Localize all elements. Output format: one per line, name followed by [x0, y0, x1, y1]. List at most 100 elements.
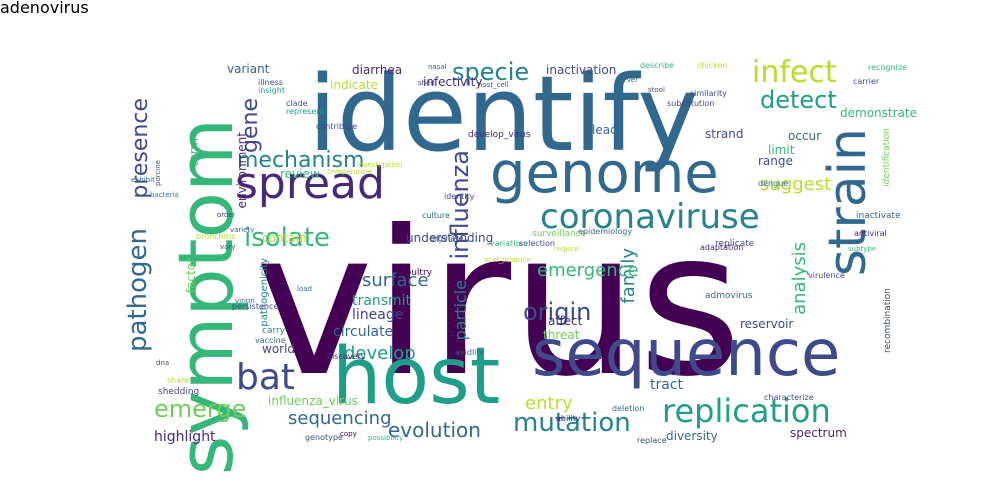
- word-develop: develop: [344, 343, 416, 364]
- word-represent: represent: [286, 107, 325, 116]
- word-host: host: [332, 332, 501, 422]
- word-admovirus: admovirus: [705, 291, 753, 301]
- word-variant: variant: [227, 62, 270, 76]
- word-virus: virus: [255, 188, 743, 421]
- word-mechanism: mechanism: [237, 148, 365, 173]
- word-surface: surface: [362, 270, 429, 291]
- word-entry: entry: [525, 393, 573, 414]
- word-shed: shed: [418, 79, 435, 87]
- word-orginate: orginate: [430, 234, 464, 243]
- word-surveillance: surveillance: [532, 229, 587, 239]
- word-coronaviruse: coronaviruse: [540, 197, 760, 237]
- word-host-cell: host_cell: [478, 81, 509, 89]
- word-recognize: recognize: [868, 63, 907, 72]
- word-infect: infect: [752, 55, 837, 90]
- word-discovery: discovery: [327, 352, 366, 361]
- word-inactivation: inactivation: [546, 63, 617, 77]
- word-genome: genome: [490, 141, 719, 206]
- word-understanding: understanding: [406, 231, 494, 245]
- word-culture: culture: [422, 211, 450, 220]
- word-recombination: recombination: [883, 288, 893, 353]
- word-specie: specie: [452, 58, 530, 86]
- word-particle: particle: [451, 280, 470, 341]
- word-bronchitis: bronchitis: [196, 232, 236, 241]
- word-possibility: possibility: [368, 434, 404, 442]
- word-characterize: characterize: [764, 393, 814, 402]
- word-pathogen: pathogen: [123, 228, 153, 352]
- word-variety: variety: [230, 226, 255, 234]
- word-factor: factor: [184, 258, 198, 294]
- word-variation: variation: [490, 239, 526, 248]
- word-insight: insight: [258, 86, 285, 95]
- word-circulate: circulate: [333, 324, 394, 340]
- word-highlight: highlight: [154, 429, 216, 445]
- word-world: world: [262, 342, 296, 356]
- word-genotype: genotype: [305, 433, 343, 442]
- word-replication: replication: [662, 392, 831, 430]
- word-term: term: [187, 138, 201, 167]
- word-antiviral: antiviral: [854, 229, 887, 238]
- word-mutation: mutation: [513, 408, 631, 438]
- word-poultry: poultry: [400, 268, 432, 278]
- word-diarrhea: diarrhea: [352, 63, 403, 77]
- word-spectrum: spectrum: [790, 426, 847, 440]
- word-bat: bat: [236, 357, 296, 398]
- word-persistence: persistence: [232, 302, 279, 311]
- word-deletion: deletion: [612, 404, 645, 413]
- word-adaptation: adaptation: [700, 243, 744, 252]
- word-carrier: carrier: [853, 77, 880, 86]
- word-influenza-virus: influenza_virus: [268, 394, 358, 408]
- word-describe: describe: [640, 61, 675, 70]
- word-selection: selection: [519, 239, 555, 248]
- word-adenovirus: adenovirus: [0, 0, 89, 17]
- word-virulence: virulence: [808, 271, 845, 280]
- word-pathogenicity: pathogenicity: [259, 258, 270, 327]
- word-substitution: substitution: [667, 99, 715, 108]
- word-suggest: suggest: [760, 174, 832, 195]
- word-sequencing: sequencing: [288, 408, 392, 429]
- word-origin: origin: [523, 298, 592, 326]
- word-reservoir: reservoir: [740, 317, 794, 331]
- word-replicate: replicate: [715, 239, 755, 249]
- word-detect: detect: [760, 86, 837, 114]
- word-chicken: chicken: [697, 61, 728, 70]
- word-dengue: dengue: [758, 179, 789, 188]
- word-contribute: contribute: [316, 122, 358, 131]
- word-analysis: analysis: [789, 242, 810, 315]
- word-require: require: [554, 245, 579, 253]
- word-tract: tract: [650, 377, 684, 393]
- word-nasal: nasal: [428, 63, 447, 71]
- word-identity: identity: [444, 192, 475, 201]
- word-clade: clade: [286, 99, 308, 108]
- word-lineage: lineage: [352, 307, 404, 323]
- word-diversity: diversity: [666, 429, 718, 443]
- word-virion: virion: [235, 297, 255, 305]
- word-share: share: [167, 376, 190, 385]
- word-load: load: [297, 285, 312, 293]
- word-environment: environment: [235, 132, 249, 209]
- word-vaccine: vaccine: [255, 336, 286, 345]
- word-identification: identification: [882, 128, 892, 187]
- word-investigation: investigation: [357, 161, 403, 169]
- word-bacteria: bacteria: [150, 191, 179, 199]
- word-demonstrate: demonstrate: [840, 106, 917, 120]
- word-copy: copy: [340, 430, 357, 438]
- word-occur: occur: [788, 129, 822, 143]
- word-avidlife: avidlife: [455, 348, 485, 357]
- word-infectivity: infectivity: [423, 75, 483, 89]
- word-threat: threat: [543, 328, 580, 342]
- word-sequence: sequence: [532, 317, 841, 391]
- word-develop-virus: develop_virus: [468, 130, 531, 140]
- word-stool: stool: [648, 86, 665, 94]
- word-strand: strand: [705, 127, 744, 141]
- word-porcine: porcine: [154, 160, 162, 186]
- word-epidemiology: epidemiology: [578, 227, 633, 236]
- word-limit: limit: [768, 143, 795, 157]
- word-evolution: evolution: [388, 418, 481, 442]
- word-shedding: shedding: [158, 387, 200, 397]
- word-dna: dna: [156, 359, 170, 367]
- word-contain: contain: [262, 231, 307, 245]
- word-indicate: indicate: [330, 78, 378, 92]
- word-replace: replace: [637, 436, 667, 445]
